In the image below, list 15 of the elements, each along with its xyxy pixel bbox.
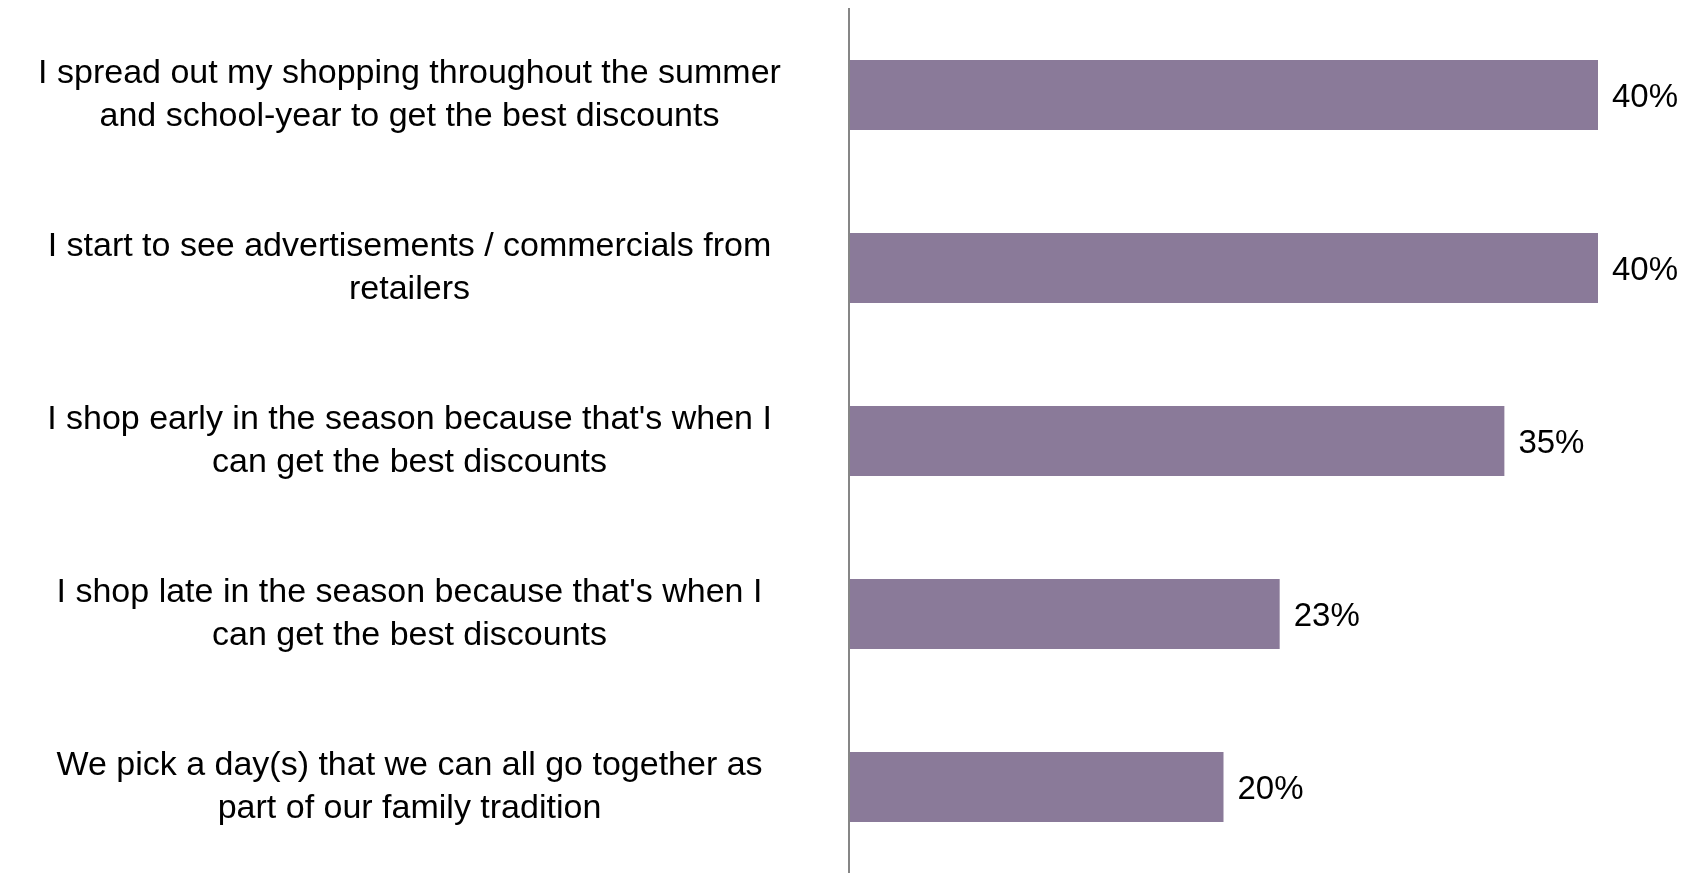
bar <box>849 60 1598 130</box>
bar <box>849 233 1598 303</box>
y-tick-label: I spread out my shopping throughout the summer and school-year to get the best discounts <box>38 52 781 133</box>
y-tick-label: I start to see advertisements / commercials from retailers <box>47 225 772 306</box>
y-tick-label: I shop early in the season because that's when I can get the best discounts <box>47 398 772 479</box>
data-label: 35% <box>1518 422 1585 460</box>
bar <box>849 406 1505 476</box>
data-label: 23% <box>1293 595 1360 633</box>
data-label: 40% <box>1612 249 1679 287</box>
y-tick-label: We pick a day(s) that we can all go together as part of our family tradition <box>56 744 763 825</box>
bar <box>849 752 1224 822</box>
data-label: 20% <box>1237 768 1304 806</box>
y-tick-label: I shop late in the season because that's when I can get the best discounts <box>56 571 763 652</box>
bar <box>849 579 1280 649</box>
data-label: 40% <box>1612 76 1679 114</box>
